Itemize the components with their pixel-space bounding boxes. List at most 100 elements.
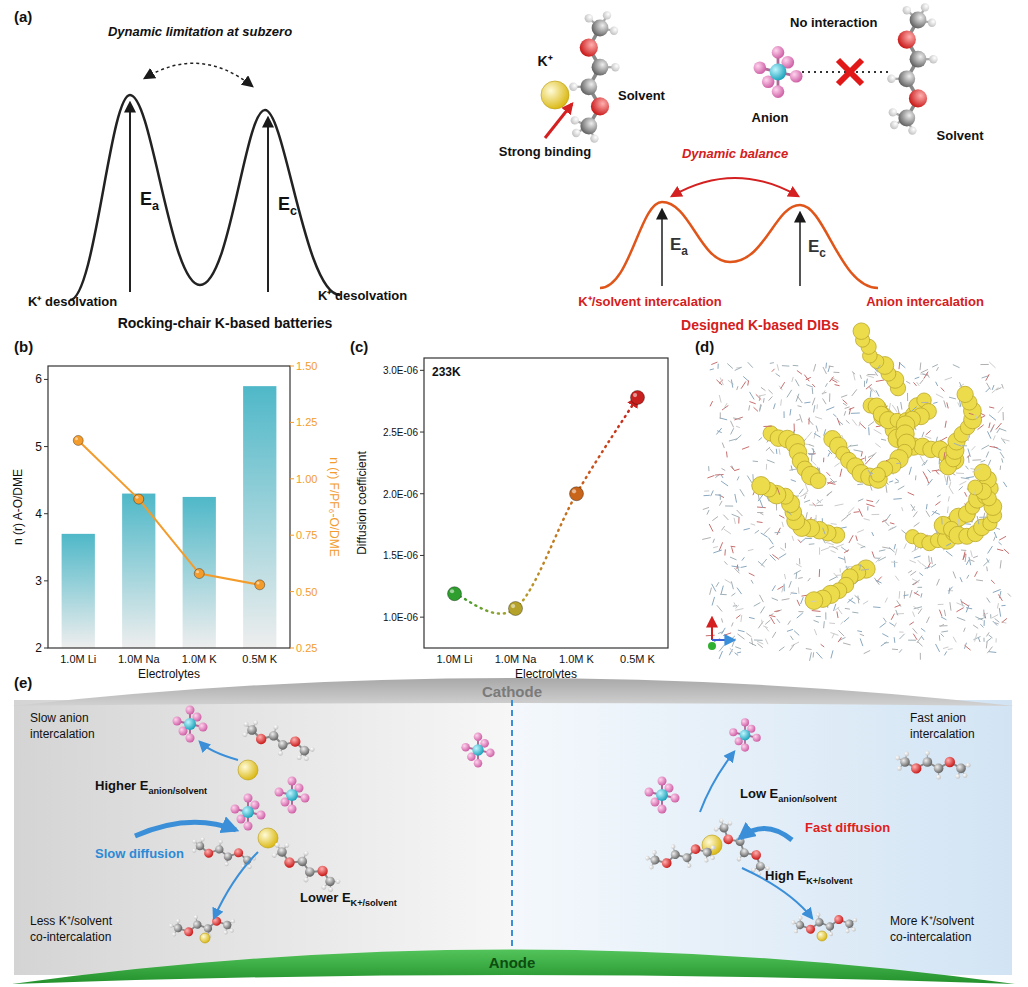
solvent-stick: [721, 586, 723, 594]
solvent-stick: [932, 364, 938, 367]
solvent-stick: [874, 429, 882, 434]
solvent-stick: [720, 378, 723, 386]
solvent-stick: [972, 468, 980, 472]
atom: [218, 839, 223, 844]
solvent-stick: [894, 623, 896, 628]
solvent-stick: [968, 449, 970, 457]
solvent-stick: [949, 588, 950, 594]
atom: [738, 847, 751, 860]
solvent-stick: [928, 479, 933, 485]
solvent-stick: [770, 617, 774, 624]
electrode-label: Anode: [489, 954, 536, 971]
solvent-stick: [754, 407, 758, 411]
solvent-stick: [992, 385, 994, 390]
atom: [963, 773, 968, 778]
solvent-stick: [989, 407, 994, 408]
data-point: [631, 390, 645, 404]
solvent-stick: [875, 372, 878, 376]
atom: [794, 929, 799, 934]
solvent-stick: [860, 423, 866, 429]
solvent-stick: [993, 435, 995, 440]
solvent-stick: [808, 418, 809, 425]
solvent-stick: [911, 504, 915, 510]
solvent-stick: [878, 557, 886, 561]
atom: [194, 915, 199, 920]
solvent-stick: [832, 379, 838, 382]
solvent-stick: [918, 587, 923, 588]
atom: [923, 757, 933, 767]
solvent-stick: [790, 636, 793, 640]
solvent-stick: [728, 380, 734, 384]
solvent-stick: [808, 453, 813, 455]
solvent-stick: [1002, 618, 1007, 622]
solvent-stick: [761, 387, 765, 390]
atom: [889, 108, 897, 116]
panel-label: (d): [695, 338, 714, 355]
atom: [169, 923, 174, 928]
solvent-stick: [904, 543, 906, 548]
atom: [749, 848, 763, 862]
solvent-stick: [854, 511, 860, 513]
solvent-stick: [983, 638, 984, 642]
solvent-stick: [969, 560, 974, 562]
solvent-stick: [727, 363, 733, 368]
rate-label: Fast anion: [910, 711, 966, 725]
solvent-stick: [780, 548, 784, 551]
solvent-stick: [843, 403, 847, 405]
solvent-stick: [944, 400, 946, 407]
energy-label: Low Eanion/solvent: [740, 786, 837, 804]
solvent-stick: [864, 650, 870, 653]
atom: [590, 134, 598, 142]
solvent-stick: [895, 576, 899, 581]
arrow: [740, 828, 792, 840]
highlight: [572, 489, 576, 493]
solvent-stick: [975, 617, 982, 620]
panel-label: (b): [14, 338, 33, 355]
category-label: 0.5M K: [620, 653, 656, 665]
solvent-stick: [894, 561, 895, 568]
barrier-label: Ec: [808, 237, 826, 260]
atom: [592, 59, 609, 76]
plot-frame: [424, 358, 668, 648]
solvent-stick: [711, 362, 717, 364]
solvent-stick: [986, 641, 988, 648]
solvent-stick: [720, 412, 721, 419]
page-body: {"panels": { "a": {"label": "(a)", "rock…: [0, 0, 1028, 987]
data-point: [194, 569, 204, 579]
solvent-stick: [947, 402, 948, 408]
atom: [580, 118, 597, 135]
atom: [223, 852, 233, 862]
atom: [278, 750, 284, 756]
solvent-stick: [770, 362, 774, 364]
solvent-stick: [875, 557, 880, 558]
solvent-stick: [815, 515, 816, 522]
solvent-stick: [914, 592, 920, 595]
atom: [649, 864, 655, 870]
solvent-stick: [997, 549, 1003, 551]
solvent-stick: [986, 374, 990, 380]
solvent-stick: [995, 623, 999, 624]
solvent-stick: [732, 514, 740, 517]
solvent-stick: [709, 524, 713, 532]
solvent-stick: [702, 538, 711, 540]
category-label: 0.5M K: [242, 653, 278, 665]
solvent-stick: [883, 618, 886, 622]
solvent-stick: [791, 592, 797, 594]
solvent-stick: [1008, 593, 1011, 596]
solvent-stick: [868, 454, 874, 457]
atom: [569, 83, 577, 91]
solvent-stick: [806, 385, 813, 388]
highlight: [75, 437, 78, 440]
solvent-stick: [1000, 466, 1001, 470]
data-point: [255, 580, 265, 590]
solvent-stick: [903, 594, 908, 596]
atom: [910, 51, 927, 68]
solvent-stick: [834, 463, 839, 467]
atom: [303, 866, 316, 879]
solvent-stick: [974, 489, 976, 495]
atom: [753, 734, 761, 742]
anion-molecule: [729, 718, 761, 751]
solvent-stick: [907, 393, 908, 401]
solvent-stick: [823, 458, 824, 463]
atom: [271, 852, 277, 858]
